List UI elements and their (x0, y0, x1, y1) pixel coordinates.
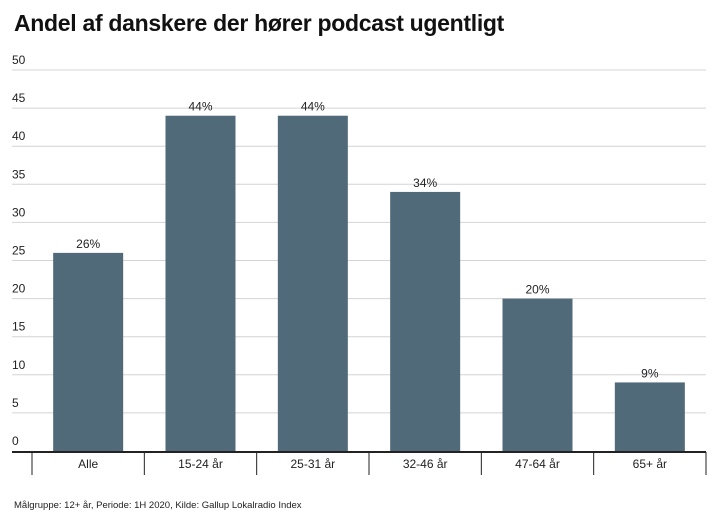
category-label: 65+ år (633, 457, 667, 471)
y-tick-label: 20 (12, 282, 26, 296)
data-label: 20% (525, 283, 549, 297)
category-label: 15-24 år (178, 457, 223, 471)
category-label: Alle (78, 457, 98, 471)
y-tick-label: 35 (12, 167, 26, 181)
data-label: 44% (188, 100, 212, 114)
y-tick-labels: 0 5 10 15 20 25 30 35 40 45 50 (12, 53, 26, 448)
data-label: 9% (641, 366, 659, 380)
y-tick-label: 15 (12, 320, 26, 334)
y-tick-label: 10 (12, 358, 26, 372)
bar (277, 115, 348, 451)
x-axis (12, 451, 707, 475)
category-label: 32-46 år (403, 457, 448, 471)
gridlines (12, 69, 706, 414)
bar (165, 115, 236, 451)
y-tick-label: 25 (12, 244, 26, 258)
bar (53, 252, 124, 451)
bar (390, 191, 461, 452)
y-tick-label: 5 (12, 396, 19, 410)
data-labels: 26% 44% 44% 34% 20% 9% (76, 100, 659, 381)
bar (502, 298, 573, 451)
bars (53, 115, 685, 452)
source-note: Målgruppe: 12+ år, Periode: 1H 2020, Kil… (14, 500, 302, 511)
data-label: 44% (301, 100, 325, 114)
y-tick-label: 30 (12, 205, 26, 219)
y-tick-label: 0 (12, 434, 19, 448)
y-tick-label: 45 (12, 91, 26, 105)
data-label: 34% (413, 176, 437, 190)
category-label: 47-64 år (515, 457, 560, 471)
category-label: 25-31 år (290, 457, 335, 471)
y-tick-label: 40 (12, 129, 26, 143)
bar (614, 382, 685, 451)
y-tick-label: 50 (12, 53, 26, 67)
category-labels: Alle 15-24 år 25-31 år 32-46 år 47-64 år 65+ … (78, 457, 667, 471)
data-label: 26% (76, 237, 100, 251)
chart-title: Andel af danskere der hører podcast ugen… (14, 10, 505, 36)
